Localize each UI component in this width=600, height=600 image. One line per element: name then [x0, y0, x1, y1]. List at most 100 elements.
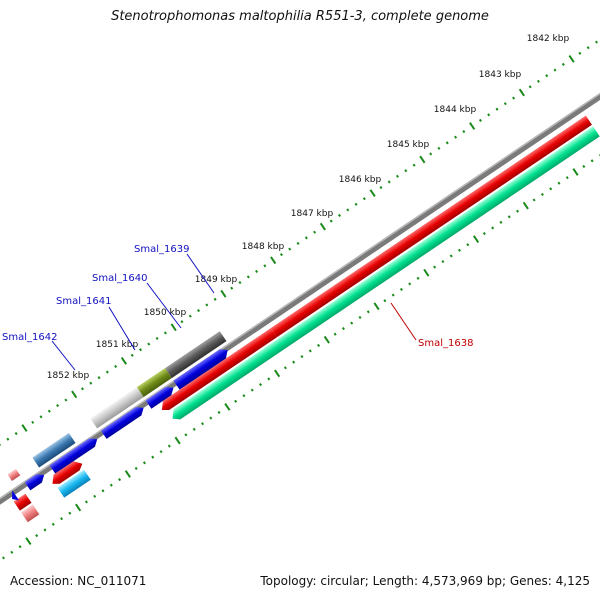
scale-tick-outer	[263, 264, 267, 268]
gene-feature-smal-1642[interactable]	[32, 432, 76, 468]
gene-label-smal-1642[interactable]: Smal_1642	[2, 332, 57, 343]
scale-tick-inner	[109, 483, 113, 487]
scale-tick-inner	[457, 248, 461, 252]
scale-track-outer	[0, 40, 598, 446]
scale-tick-outer	[56, 404, 60, 408]
scale-tick-outer	[429, 152, 433, 156]
map-title: Stenotrophomonas maltophilia R551-3, com…	[111, 9, 489, 24]
scale-tick-inner	[373, 302, 380, 311]
scale-tick-outer	[64, 398, 68, 402]
scale-tick-outer	[14, 432, 18, 436]
scale-tick-inner	[142, 461, 146, 465]
gene-feature-left-cyan[interactable]	[57, 469, 91, 498]
scale-labels: 1842 kbp 1843 kbp 1844 kbp 1845 kbp 1846 kbp…	[47, 34, 570, 381]
scale-tick-inner	[572, 168, 579, 176]
scale-tick-inner	[507, 215, 511, 219]
gene-feature-smal-1640-cds[interactable]	[145, 384, 176, 409]
scale-track-inner	[2, 154, 600, 560]
scale-label: 1850 kbp	[144, 308, 187, 318]
scale-tick-outer	[304, 236, 308, 240]
gene-feature-left-red[interactable]	[13, 458, 85, 511]
scale-tick-outer	[594, 40, 598, 44]
scale-tick-outer	[578, 51, 582, 55]
scale-tick-outer	[170, 323, 177, 332]
scale-tick-outer	[89, 381, 93, 385]
scale-tick-outer	[39, 415, 43, 419]
scale-label: 1845 kbp	[387, 140, 430, 150]
scale-tick-inner	[51, 522, 55, 526]
scale-tick-outer	[255, 269, 259, 273]
scale-tick-outer	[205, 303, 209, 307]
gene-feature-smal-1639[interactable]	[165, 331, 227, 379]
scale-tick-inner	[473, 235, 480, 244]
scale-tick-outer	[238, 281, 242, 285]
scale-tick-inner	[433, 265, 437, 269]
gene-feature-smal-1639-cds[interactable]	[173, 346, 231, 390]
scale-tick-outer	[586, 46, 590, 50]
scale-tick-inner	[151, 455, 155, 459]
scale-tick-outer	[354, 202, 358, 206]
scale-tick-outer	[568, 55, 575, 63]
gene-label-smal-1640[interactable]: Smal_1640	[92, 273, 147, 284]
gene-feature-smal-1642-cds[interactable]	[49, 435, 100, 474]
scale-tick-inner	[482, 231, 486, 236]
scale-tick-inner	[308, 349, 312, 353]
scale-tick-outer	[6, 437, 10, 441]
scale-tick-inner	[323, 335, 330, 344]
gene-feature-small-pink[interactable]	[7, 468, 21, 482]
scale-tick-outer	[197, 308, 201, 313]
gene-feature-smal-1640[interactable]	[136, 368, 172, 398]
scale-tick-outer	[246, 275, 250, 279]
gene-feature-smal-1638-gene[interactable]	[158, 328, 277, 413]
scale-tick-inner	[491, 226, 495, 230]
scale-label: 1842 kbp	[527, 34, 570, 44]
scale-label: 1852 kbp	[47, 371, 90, 381]
gene-label-smal-1639[interactable]: Smal_1639	[134, 244, 189, 255]
scale-tick-inner	[267, 377, 271, 381]
scale-tick-outer	[97, 376, 101, 380]
scale-label: 1849 kbp	[195, 275, 238, 285]
gene-feature-smal-1641[interactable]	[90, 387, 144, 429]
scale-label: 1851 kbp	[96, 340, 139, 350]
scale-tick-outer	[279, 253, 283, 257]
gene-feature-smal-1638-cds[interactable]	[169, 126, 600, 422]
scale-tick-outer	[21, 424, 28, 432]
scale-tick-outer	[387, 180, 391, 184]
scale-tick-inner	[565, 176, 569, 180]
scale-tick-outer	[478, 118, 482, 122]
scale-tick-outer	[147, 342, 151, 346]
scale-tick-inner	[118, 478, 122, 482]
scale-tick-outer	[120, 356, 127, 365]
scale-tick-outer	[163, 331, 167, 335]
scale-tick-inner	[292, 360, 296, 364]
scale-tick-outer	[495, 107, 499, 111]
scale-tick-inner	[540, 192, 544, 196]
scale-tick-inner	[522, 201, 529, 210]
gene-label-smal-1641[interactable]: Smal_1641	[56, 296, 111, 307]
gene-label-smal-1638[interactable]: Smal_1638	[418, 338, 473, 349]
scale-label: 1846 kbp	[339, 175, 382, 185]
scale-tick-outer	[105, 370, 109, 374]
scale-tick-outer	[462, 130, 466, 134]
scale-tick-inner	[192, 427, 196, 431]
scale-tick-inner	[174, 436, 181, 445]
scale-tick-outer	[536, 79, 540, 83]
scale-tick-outer	[445, 141, 449, 145]
scale-tick-inner	[317, 343, 321, 347]
scale-tick-inner	[124, 470, 131, 478]
scale-tick-outer	[419, 155, 426, 164]
scale-tick-outer	[31, 420, 35, 424]
scale-tick-inner	[75, 503, 82, 512]
gene-feature-small-blue[interactable]	[8, 471, 48, 503]
scale-tick-inner	[224, 403, 231, 411]
scale-tick-inner	[399, 287, 403, 292]
scale-tick-outer	[71, 390, 78, 399]
scale-tick-outer	[437, 146, 441, 150]
gene-feature-smal-1638-gene-right[interactable]	[270, 115, 592, 338]
scale-tick-outer	[379, 185, 383, 190]
scale-tick-inner	[300, 355, 304, 359]
scale-tick-outer	[319, 222, 326, 231]
gene-feature-smal-1641-cds[interactable]	[101, 404, 146, 439]
gene-feature-left-pink[interactable]	[21, 504, 40, 523]
